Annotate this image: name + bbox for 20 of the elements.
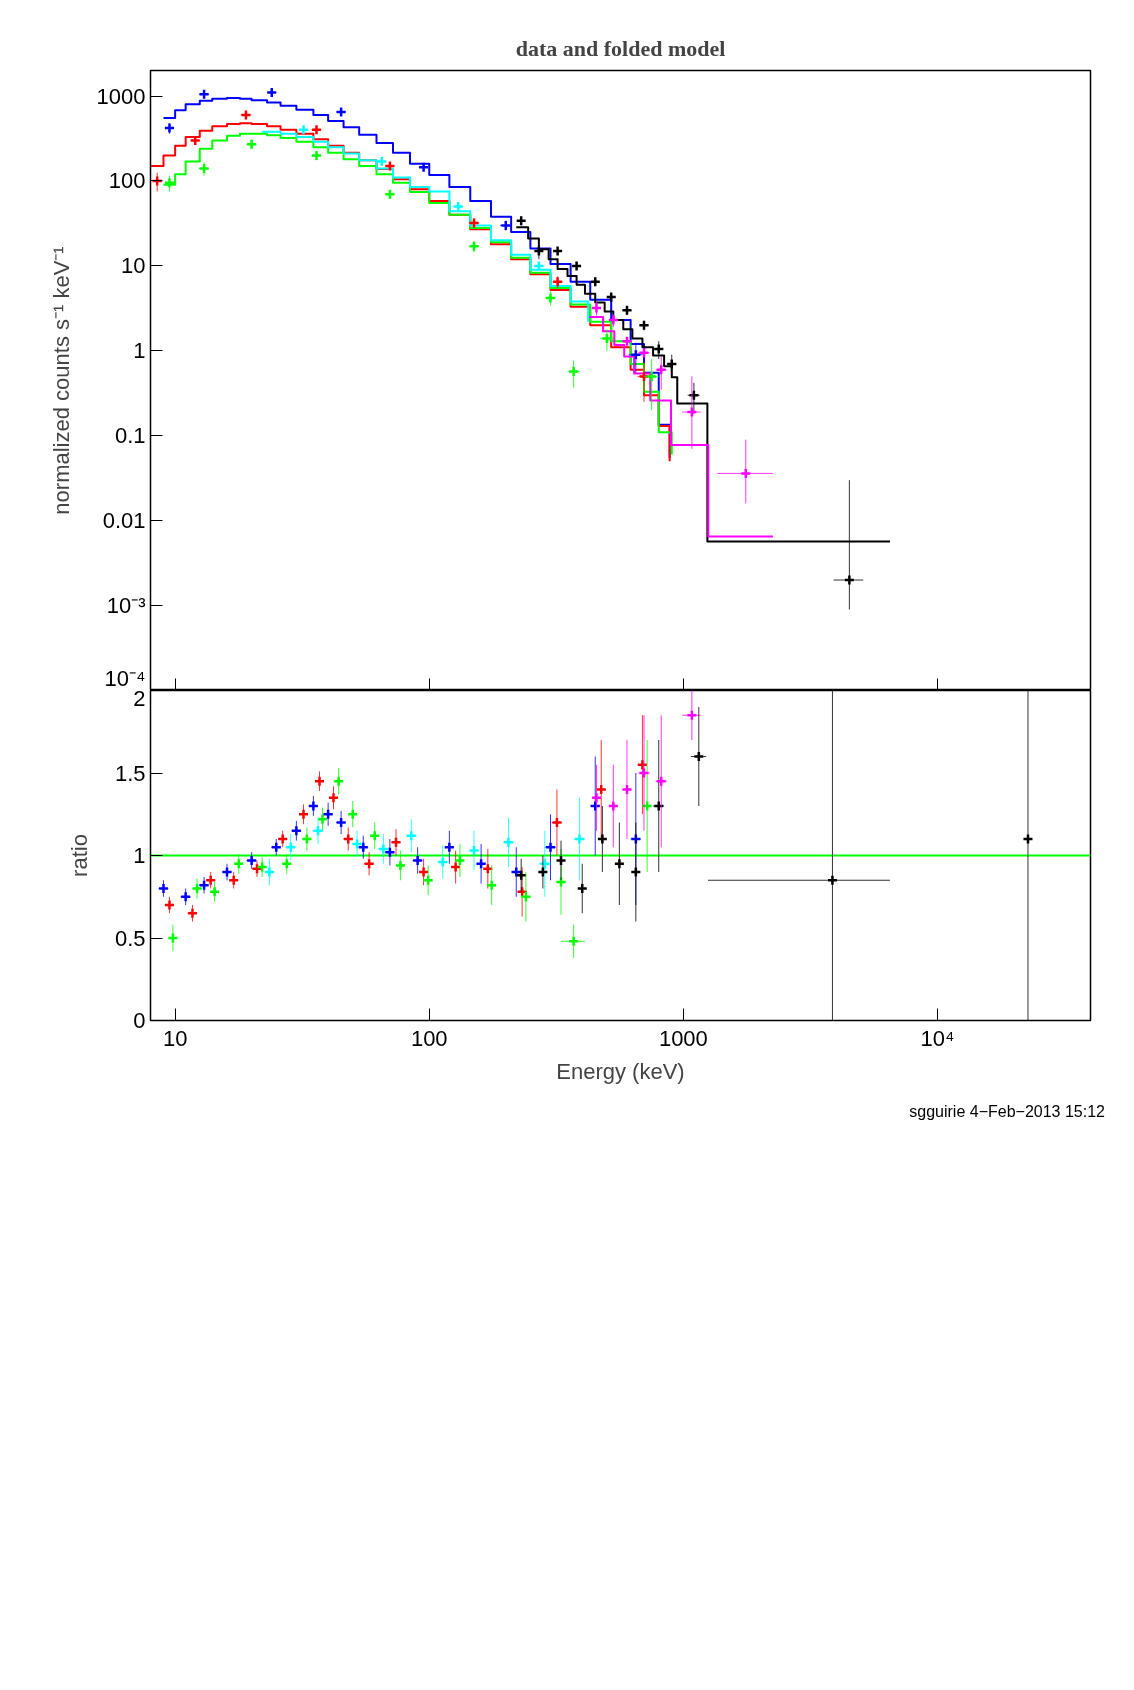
y-tick-label: 1.5 (114, 760, 146, 786)
y-tick-label: 0.01 (102, 508, 146, 534)
y-tick-label: 10 (121, 253, 146, 279)
y-tick-label: 10⁻³ (106, 593, 146, 619)
x-axis-title: Energy (keV) (556, 1058, 685, 1084)
y-tick-label: 0.1 (114, 423, 146, 449)
y-tick-label: 1 (133, 843, 146, 868)
x-tick-label: 10 (162, 1025, 188, 1051)
chart-title: data and folded model (515, 35, 726, 61)
y-tick-label: 100 (108, 168, 146, 194)
y-axis-title: normalized counts s⁻¹ keV⁻¹ (48, 246, 74, 515)
y-axis-title: ratio (66, 834, 92, 877)
x-tick-label: 10⁴ (920, 1025, 955, 1051)
y-tick-label: 1 (133, 338, 146, 364)
x-tick-label: 100 (410, 1025, 448, 1051)
text: sgguirie 4−Feb−2013 15:12 (909, 1102, 1105, 1122)
x-tick-label: 1000 (658, 1025, 708, 1051)
y-tick-label: 1000 (96, 83, 146, 109)
y-tick-label: 0 (133, 1008, 146, 1033)
y-tick-label: 0.5 (114, 925, 146, 951)
